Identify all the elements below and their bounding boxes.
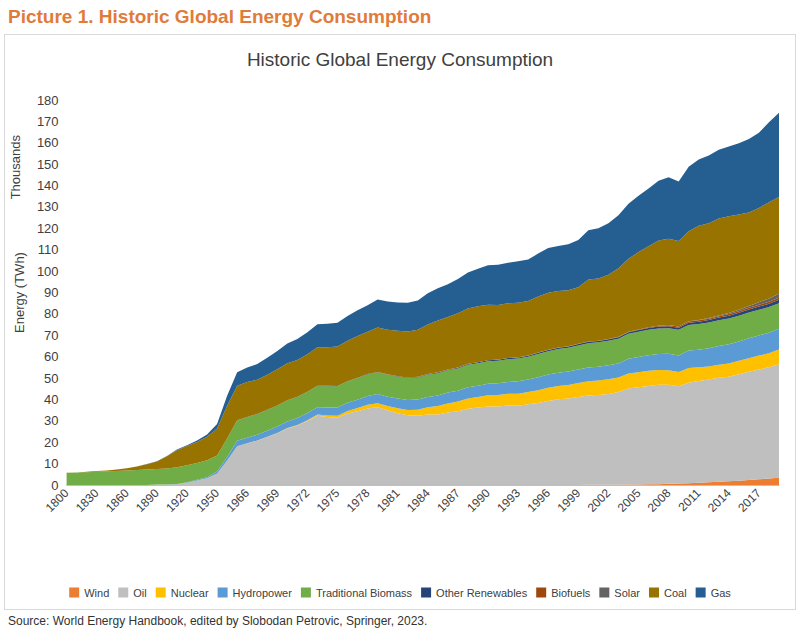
svg-text:2005: 2005 (615, 486, 644, 515)
svg-text:1987: 1987 (434, 486, 463, 515)
svg-text:10: 10 (44, 456, 58, 471)
svg-text:1993: 1993 (494, 486, 523, 515)
svg-text:Oil: Oil (133, 587, 146, 599)
svg-text:1800: 1800 (43, 486, 72, 515)
svg-text:Coal: Coal (664, 587, 687, 599)
svg-text:2014: 2014 (705, 486, 734, 515)
svg-text:1984: 1984 (404, 486, 433, 515)
svg-text:2008: 2008 (645, 486, 674, 515)
svg-text:140: 140 (37, 178, 59, 193)
svg-text:1830: 1830 (73, 486, 102, 515)
svg-text:1975: 1975 (314, 486, 343, 515)
svg-text:30: 30 (44, 413, 58, 428)
svg-text:1996: 1996 (524, 486, 553, 515)
svg-text:2011: 2011 (676, 486, 704, 514)
svg-text:1950: 1950 (193, 486, 222, 515)
svg-text:2002: 2002 (585, 486, 614, 515)
svg-text:40: 40 (44, 392, 58, 407)
svg-text:90: 90 (44, 285, 58, 300)
svg-text:150: 150 (37, 157, 59, 172)
svg-text:20: 20 (44, 435, 58, 450)
svg-text:110: 110 (38, 242, 59, 257)
svg-text:1966: 1966 (223, 486, 252, 515)
svg-text:1969: 1969 (253, 486, 282, 515)
svg-text:Gas: Gas (711, 587, 732, 599)
svg-text:1890: 1890 (133, 486, 162, 515)
svg-text:Energy (TWh): Energy (TWh) (12, 252, 27, 333)
svg-text:160: 160 (37, 135, 59, 150)
html-text:Source: World Energy Handbook,: Source: World Energy Handbook, edited by… (8, 614, 428, 628)
svg-text:Traditional Biomass: Traditional Biomass (316, 587, 413, 599)
svg-text:0: 0 (51, 477, 59, 493)
svg-text:1860: 1860 (103, 486, 132, 515)
svg-text:Solar: Solar (614, 587, 640, 599)
svg-text:1981: 1981 (374, 486, 403, 515)
svg-text:70: 70 (44, 328, 58, 343)
svg-text:1972: 1972 (284, 486, 313, 515)
svg-text:50: 50 (44, 371, 58, 386)
svg-text:1999: 1999 (555, 486, 584, 515)
svg-text:60: 60 (44, 349, 58, 364)
svg-text:1920: 1920 (163, 486, 192, 515)
svg-text:Wind: Wind (84, 587, 109, 599)
svg-text:100: 100 (37, 264, 59, 279)
svg-text:80: 80 (44, 306, 58, 321)
html-text:Picture 1. Historic Global Ene: Picture 1. Historic Global Energy Consum… (8, 6, 432, 27)
svg-text:180: 180 (37, 93, 59, 108)
svg-text:Historic Global Energy Consump: Historic Global Energy Consumption (247, 49, 553, 70)
svg-text:120: 120 (37, 221, 59, 236)
svg-text:Nuclear: Nuclear (171, 587, 209, 599)
svg-text:130: 130 (37, 199, 59, 214)
svg-text:170: 170 (37, 114, 59, 129)
svg-text:2017: 2017 (735, 486, 764, 515)
svg-text:Biofuels: Biofuels (551, 587, 591, 599)
svg-text:Other Renewables: Other Renewables (436, 587, 528, 599)
svg-text:Hydropower: Hydropower (233, 587, 293, 599)
svg-text:Thousands: Thousands (8, 135, 23, 200)
svg-text:1978: 1978 (344, 486, 373, 515)
svg-text:1990: 1990 (464, 486, 493, 515)
